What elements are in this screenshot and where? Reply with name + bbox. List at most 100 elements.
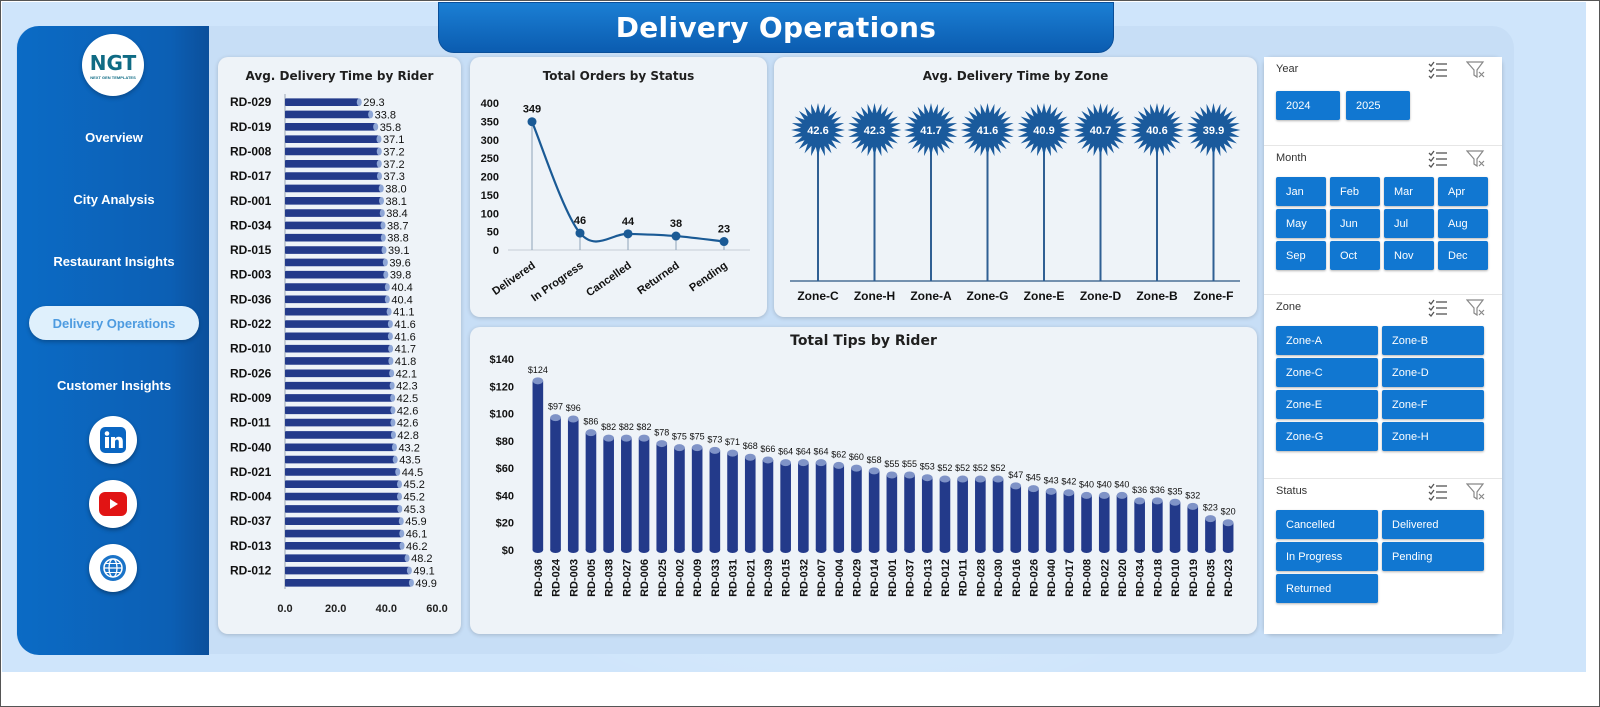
data-label: $64 [814, 447, 829, 457]
slicer-item[interactable]: Oct [1330, 241, 1380, 270]
slicer-item[interactable]: Zone-E [1276, 390, 1378, 419]
chart-rider-time: 29.333.835.837.137.237.237.338.038.138.4… [230, 94, 448, 615]
multi-select-icon[interactable] [1428, 150, 1448, 168]
bar [1098, 495, 1110, 550]
bar-cap [356, 98, 362, 106]
bar [285, 517, 402, 526]
slicer-item[interactable]: 2024 [1276, 91, 1340, 120]
bar [1222, 522, 1234, 550]
slicer-item[interactable]: Mar [1384, 177, 1434, 206]
slicer-item[interactable]: Dec [1438, 241, 1488, 270]
tick-label: RD-012 [230, 564, 272, 578]
tick-label: 60.0 [426, 603, 447, 615]
slicer-item[interactable]: Sep [1276, 241, 1326, 270]
marker [1186, 103, 1241, 157]
bar [975, 479, 986, 550]
tick-label: 250 [481, 153, 499, 165]
slicer-item[interactable]: Pending [1382, 542, 1484, 571]
slicer-item[interactable]: Apr [1438, 177, 1488, 206]
chart-title-zone-time: Avg. Delivery Time by Zone [922, 69, 1109, 83]
bar-cap [674, 444, 685, 452]
bar-cap [389, 381, 395, 390]
website-button[interactable] [89, 544, 137, 592]
slicer-item[interactable]: Zone-H [1382, 422, 1484, 451]
bar-cap [1045, 487, 1057, 495]
nav-delivery-operations[interactable]: Delivery Operations [29, 306, 199, 340]
bar-cap [399, 529, 405, 538]
data-label: $43 [1044, 475, 1059, 485]
bar [285, 431, 394, 439]
multi-select-icon[interactable] [1428, 483, 1448, 501]
slicer-item[interactable]: Zone-A [1276, 326, 1378, 355]
nav-customer-insights[interactable]: Customer Insights [56, 377, 172, 393]
data-label: 42.8 [397, 430, 418, 442]
slicer-item[interactable]: Zone-F [1382, 390, 1484, 419]
bar [285, 468, 398, 476]
slicer-item[interactable]: Zone-D [1382, 358, 1484, 387]
data-label: 38.8 [387, 233, 408, 245]
bar-cap [1134, 497, 1145, 505]
data-point [575, 228, 585, 238]
bar [285, 283, 388, 291]
tick-label: 350 [481, 116, 499, 128]
bar-cap [939, 475, 951, 483]
slicer-item[interactable]: May [1276, 209, 1326, 238]
slicer-item[interactable]: Feb [1330, 177, 1380, 206]
data-label: 41.6 [977, 125, 998, 137]
slicer-item[interactable]: Zone-G [1276, 422, 1378, 451]
data-label: 42.6 [397, 418, 418, 430]
bar [285, 332, 391, 341]
youtube-button[interactable] [89, 480, 137, 528]
data-label: $75 [690, 432, 705, 442]
clear-filter-icon[interactable] [1466, 483, 1486, 501]
slicer-item[interactable]: Zone-C [1276, 358, 1378, 387]
bar-cap [780, 459, 791, 467]
slicer-item[interactable]: Nov [1384, 241, 1434, 270]
clear-filter-icon[interactable] [1466, 150, 1486, 168]
bar-base [621, 547, 632, 553]
slicer-title: Zone [1276, 301, 1302, 313]
slicer-item[interactable]: Zone-B [1382, 326, 1484, 355]
bar-cap [851, 464, 862, 472]
nav-overview[interactable]: Overview [85, 129, 143, 145]
bar-base [1134, 547, 1145, 553]
linkedin-button[interactable] [89, 416, 137, 464]
data-label: $45 [1026, 473, 1041, 483]
data-point [623, 229, 633, 239]
slicer-item[interactable]: Jan [1276, 177, 1326, 206]
tick-label: RD-040 [1046, 559, 1058, 597]
bar-cap [1187, 502, 1199, 510]
bar-cap [1169, 498, 1181, 506]
slicer-item[interactable]: Aug [1438, 209, 1488, 238]
multi-select-icon[interactable] [1428, 299, 1448, 317]
bar-cap [397, 505, 403, 513]
data-label: $86 [583, 417, 598, 427]
tick-label: RD-004 [230, 490, 272, 504]
data-label: $64 [796, 447, 811, 457]
slicer-item[interactable]: 2025 [1346, 91, 1410, 120]
bar [285, 295, 388, 304]
bar-base [709, 547, 721, 553]
tick-label: RD-009 [692, 559, 704, 597]
slicer-item[interactable]: In Progress [1276, 542, 1378, 571]
bar-cap [388, 357, 394, 365]
bar [638, 438, 650, 550]
bar-base [744, 547, 756, 553]
bar-cap [992, 475, 1004, 483]
clear-filter-icon[interactable] [1466, 61, 1486, 79]
slicer-item[interactable]: Jul [1384, 209, 1434, 238]
slicer-item[interactable]: Returned [1276, 574, 1378, 603]
clear-filter-icon[interactable] [1466, 299, 1486, 317]
slicer-item[interactable]: Cancelled [1276, 510, 1378, 539]
bar-cap [387, 320, 393, 328]
nav-restaurant-insights[interactable]: Restaurant Insights [53, 253, 175, 269]
slicer-title: Month [1276, 152, 1307, 164]
data-label: $36 [1150, 485, 1165, 495]
nav-city-analysis[interactable]: City Analysis [73, 191, 155, 207]
multi-select-icon[interactable] [1428, 61, 1448, 79]
bar-base [1081, 547, 1092, 553]
bar-cap [389, 369, 395, 378]
slicer-item[interactable]: Jun [1330, 209, 1380, 238]
slicer-item[interactable]: Delivered [1382, 510, 1484, 539]
